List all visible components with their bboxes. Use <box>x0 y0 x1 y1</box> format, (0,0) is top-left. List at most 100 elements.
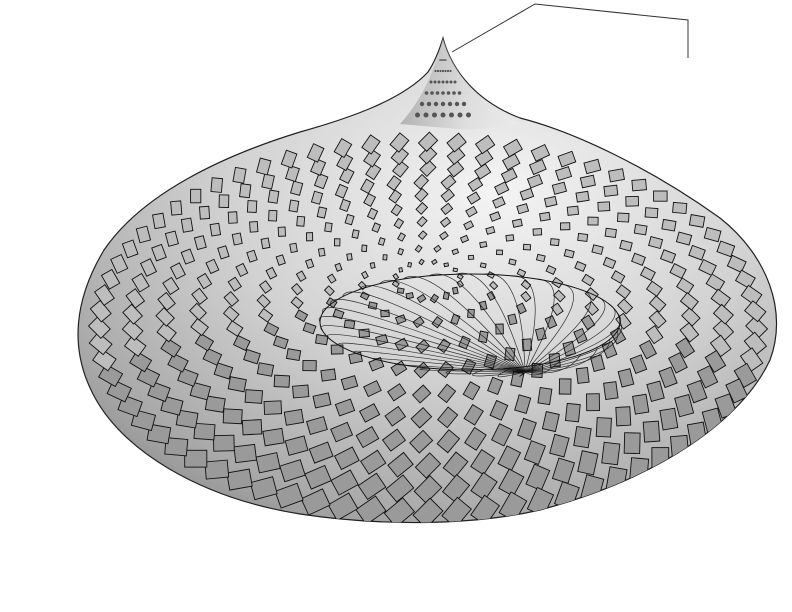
lattice-hole <box>320 368 337 382</box>
lattice-hole <box>387 383 407 402</box>
lattice-hole <box>316 206 328 219</box>
vortex-line <box>456 272 526 373</box>
lattice-hole <box>306 416 328 435</box>
lattice-hole <box>226 468 253 491</box>
lattice-hole <box>249 476 278 501</box>
lattice-hole <box>712 319 735 342</box>
lattice-hole <box>451 248 460 256</box>
lattice-hole <box>268 209 278 222</box>
lattice-hole <box>302 322 317 335</box>
lattice-hole <box>541 411 560 433</box>
lattice-hole <box>586 393 600 412</box>
vortex-line <box>358 285 526 373</box>
lattice-hole <box>615 406 632 427</box>
spire-perforation <box>447 101 453 107</box>
lattice-hole <box>326 273 337 284</box>
spire-perforation <box>446 69 450 73</box>
lattice-hole <box>558 378 572 395</box>
vortex-line <box>524 347 598 373</box>
lattice-hole <box>169 262 186 280</box>
lattice-hole <box>446 160 465 178</box>
lattice-hole <box>645 280 663 297</box>
lattice-hole <box>579 174 596 189</box>
lattice-hole <box>492 196 506 209</box>
lattice-hole <box>330 469 359 496</box>
lattice-hole <box>523 440 547 466</box>
lattice-hole <box>360 178 375 195</box>
spire-perforation <box>461 101 467 107</box>
lattice-hole <box>516 268 527 278</box>
lattice-hole <box>545 264 557 275</box>
lattice-hole <box>92 347 117 372</box>
lattice-hole <box>479 241 488 249</box>
lattice-hole <box>359 291 370 301</box>
lattice-hole <box>440 174 457 191</box>
lattice-hole <box>235 262 249 278</box>
lattice-hole <box>396 287 405 294</box>
lattice-hole <box>632 393 650 415</box>
lattice-hole <box>562 340 576 357</box>
lattice-hole <box>360 449 387 475</box>
vortex-line <box>329 299 526 373</box>
lattice-hole <box>535 253 546 263</box>
vortex-line <box>342 291 526 373</box>
lattice-hole <box>392 160 410 178</box>
lattice-hole <box>177 367 199 387</box>
lattice-hole <box>227 211 238 224</box>
lattice-hole <box>608 168 625 183</box>
lattice-hole <box>502 153 521 171</box>
lattice-hole <box>110 253 129 274</box>
lattice-hole <box>375 333 389 346</box>
lattice-hole <box>644 207 659 219</box>
lattice-hole <box>393 217 405 230</box>
spire-perforation <box>457 91 462 95</box>
lattice-hole <box>123 335 147 357</box>
lattice-hole <box>668 352 688 374</box>
lattice-hole <box>135 225 152 244</box>
lattice-hole <box>639 266 656 282</box>
lattice-hole <box>417 131 439 152</box>
lattice-hole <box>389 132 410 153</box>
lattice-hole <box>167 352 189 373</box>
lattice-hole <box>397 232 407 242</box>
lattice-hole <box>89 299 112 323</box>
vortex-line <box>379 279 526 373</box>
lattice-hole <box>553 289 566 303</box>
vortex-line <box>524 330 619 373</box>
lattice-hole <box>604 227 617 238</box>
lattice-hole <box>551 457 576 484</box>
lattice-hole <box>227 376 247 393</box>
lattice-hole <box>285 165 300 183</box>
lattice-hole <box>629 354 648 374</box>
lattice-hole <box>456 273 464 281</box>
lattice-hole <box>648 310 667 329</box>
lattice-hole <box>146 423 172 445</box>
lattice-hole <box>710 288 731 309</box>
lattice-hole <box>210 177 224 193</box>
lattice-hole <box>239 183 252 199</box>
lattice-hole <box>470 448 496 476</box>
lattice-hole <box>648 236 664 250</box>
lattice-hole <box>232 334 251 352</box>
lattice-hole <box>734 269 756 290</box>
spire-perforation <box>445 80 449 84</box>
spire-perforation <box>441 69 445 73</box>
lattice-hole <box>438 230 449 241</box>
spire-perforation <box>426 101 432 107</box>
lattice-hole <box>681 307 701 327</box>
lattice-hole <box>629 457 650 483</box>
central-vortex <box>318 272 622 378</box>
vortex-line <box>428 273 526 373</box>
lattice-hole <box>193 422 216 441</box>
lattice-hole <box>601 441 621 466</box>
spire-perforation <box>423 112 429 118</box>
spire-perforation <box>454 101 460 107</box>
lattice-hole <box>440 202 454 216</box>
lattice-hole <box>191 287 208 305</box>
lattice-hole <box>446 132 467 153</box>
lattice-hole <box>726 254 747 273</box>
lattice-hole <box>275 254 286 266</box>
lattice-hole <box>441 496 472 523</box>
lattice-hole <box>162 276 180 296</box>
lattice-hole <box>591 244 604 255</box>
